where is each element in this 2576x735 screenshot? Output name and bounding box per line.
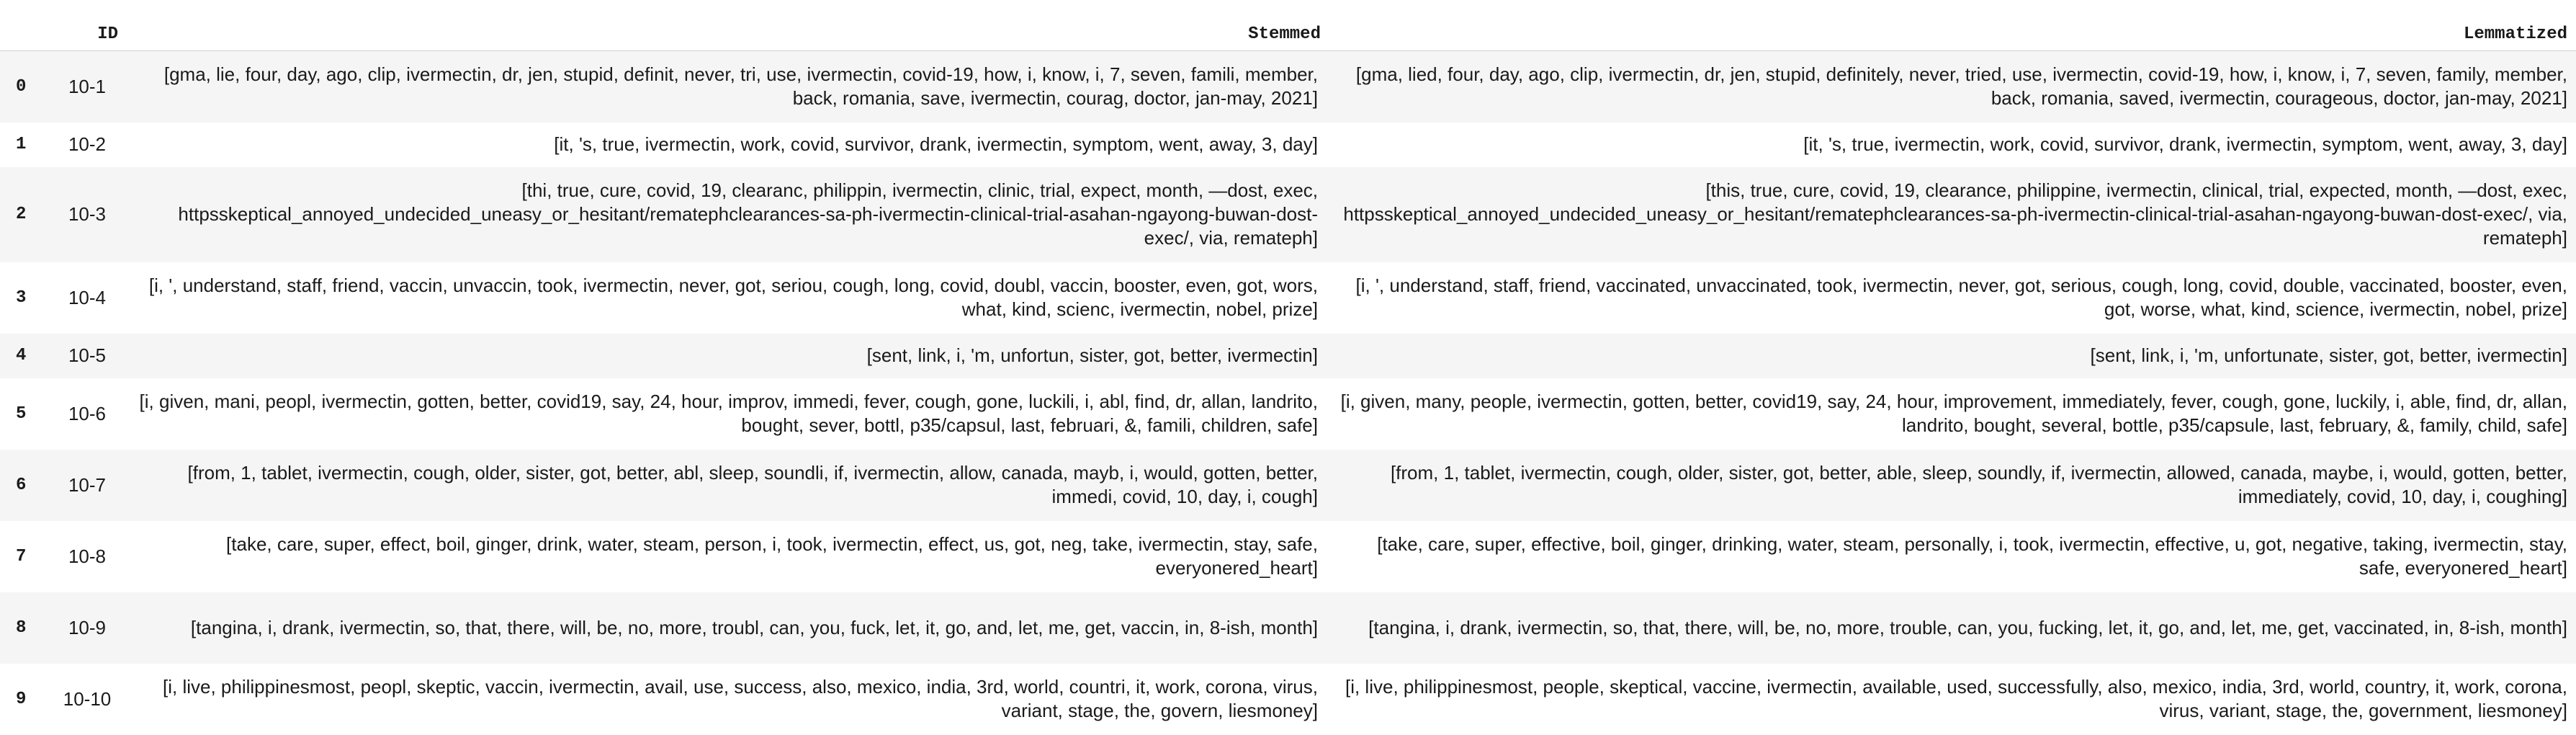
row-index: 9 [16,689,27,709]
cell-lemmatized: [it, 's, true, ivermectin, work, covid, … [1803,133,2567,155]
table-row: 2 10-3 [thi, true, cure, covid, 19, clea… [0,166,2576,262]
table-row: 3 10-4 [i, ', understand, staff, friend,… [0,262,2576,334]
cell-lemmatized: [take, care, super, effective, boil, gin… [1377,533,2567,579]
table-row: 8 10-9 [tangina, i, drank, ivermectin, s… [0,592,2576,664]
row-index: 3 [16,288,27,308]
header-lemmatized: Lemmatized [1329,0,2576,51]
cell-id: 10-8 [68,545,107,567]
cell-lemmatized: [i, live, philippinesmost, people, skept… [1345,676,2567,721]
table-row: 1 10-2 [it, 's, true, ivermectin, work, … [0,122,2576,167]
cell-stemmed: [take, care, super, effect, boil, ginger… [226,533,1318,579]
cell-lemmatized: [sent, link, i, 'm, unfortunate, sister,… [2090,344,2567,366]
header-row: ID Stemmed Lemmatized [0,0,2576,51]
cell-stemmed: [sent, link, i, 'm, unfortun, sister, go… [866,344,1318,366]
table-row: 5 10-6 [i, given, mani, peopl, ivermecti… [0,378,2576,450]
cell-stemmed: [i, ', understand, staff, friend, vaccin… [148,275,1318,320]
cell-id: 10-10 [63,687,112,710]
cell-stemmed: [thi, true, cure, covid, 19, clearanc, p… [178,179,1318,249]
row-index: 5 [16,404,27,424]
cell-id: 10-3 [68,203,107,225]
cell-stemmed: [gma, lie, four, day, ago, clip, ivermec… [163,63,1318,110]
cell-stemmed: [it, 's, true, ivermectin, work, covid, … [554,133,1318,155]
header-id: ID [48,0,127,51]
table-row: 7 10-8 [take, care, super, effect, boil,… [0,520,2576,592]
table-row: 6 10-7 [from, 1, tablet, ivermectin, cou… [0,449,2576,521]
row-index: 6 [16,475,27,495]
cell-id: 10-4 [68,286,107,308]
cell-lemmatized: [i, ', understand, staff, friend, vaccin… [1355,275,2567,320]
row-index: 2 [16,205,27,224]
cell-id: 10-7 [68,473,107,496]
cell-stemmed: [i, given, mani, peopl, ivermectin, gott… [139,391,1318,436]
cell-id: 10-2 [68,133,107,155]
cell-stemmed: [i, live, philippinesmost, peopl, skepti… [163,676,1318,721]
cell-stemmed: [tangina, i, drank, ivermectin, so, that… [190,616,1318,638]
cell-lemmatized: [i, given, many, people, ivermectin, got… [1340,391,2567,436]
cell-id: 10-1 [68,75,107,97]
cell-stemmed: [from, 1, tablet, ivermectin, cough, old… [187,462,1318,507]
table-row: 9 10-10 [i, live, philippinesmost, peopl… [0,663,2576,735]
table-row: 4 10-5 [sent, link, i, 'm, unfortun, sis… [0,333,2576,378]
row-index: 4 [16,346,27,365]
cell-id: 10-9 [68,616,107,638]
cell-lemmatized: [this, true, cure, covid, 19, clearance,… [1343,179,2567,249]
header-stemmed: Stemmed [127,0,1329,51]
cell-id: 10-5 [68,344,107,366]
cell-lemmatized: [gma, lied, four, day, ago, clip, iverme… [1355,63,2567,110]
cell-id: 10-6 [68,402,107,424]
row-index: 1 [16,135,27,154]
header-index [0,0,48,51]
row-index: 7 [16,546,27,566]
cell-lemmatized: [tangina, i, drank, ivermectin, so, that… [1368,616,2567,638]
cell-lemmatized: [from, 1, tablet, ivermectin, cough, old… [1390,462,2567,507]
row-index: 8 [16,618,27,638]
row-index: 0 [16,76,27,97]
table-row: 0 10-1 [gma, lie, four, day, ago, clip, … [0,50,2576,122]
